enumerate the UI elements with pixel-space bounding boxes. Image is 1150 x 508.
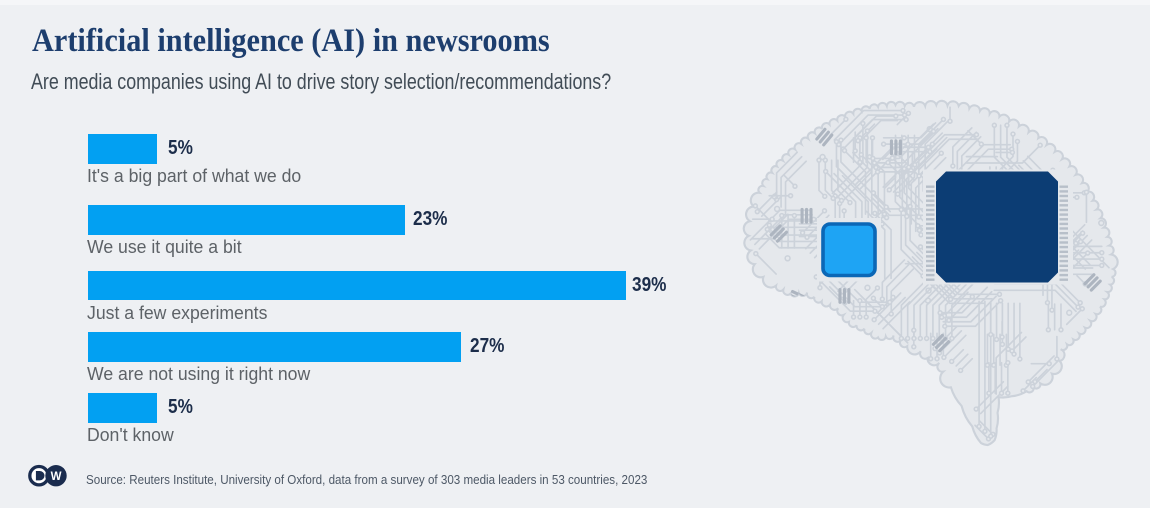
svg-text:W: W (51, 471, 62, 483)
